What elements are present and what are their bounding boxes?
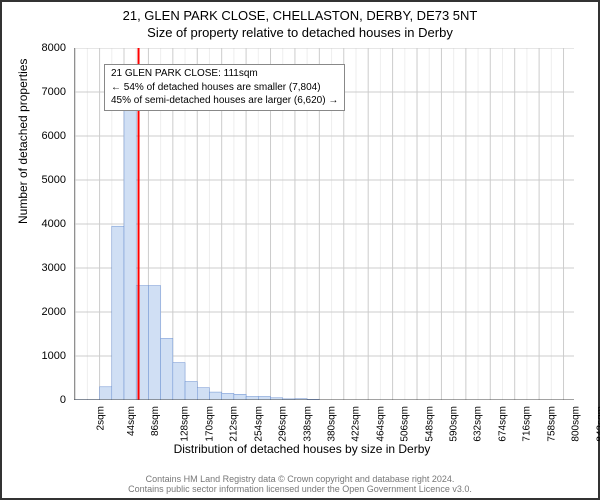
histogram-bar: [185, 382, 197, 400]
histogram-bar: [112, 226, 124, 400]
y-tick-label: 8000: [26, 42, 66, 54]
x-tick-label: 86sqm: [150, 406, 161, 436]
x-tick-label: 758sqm: [546, 406, 557, 442]
annotation-line-1: 21 GLEN PARK CLOSE: 111sqm: [111, 67, 338, 81]
annotation-box: 21 GLEN PARK CLOSE: 111sqm ← 54% of deta…: [104, 64, 345, 111]
y-tick-label: 4000: [26, 218, 66, 230]
x-tick-label: 800sqm: [571, 406, 582, 442]
histogram-bar: [222, 393, 234, 400]
y-tick-label: 6000: [26, 130, 66, 142]
y-tick-label: 5000: [26, 174, 66, 186]
x-tick-label: 506sqm: [400, 406, 411, 442]
x-tick-label: 128sqm: [180, 406, 191, 442]
x-tick-label: 632sqm: [473, 406, 484, 442]
x-axis-label: Distribution of detached houses by size …: [2, 442, 600, 456]
histogram-bar: [148, 286, 160, 400]
x-tick-label: 716sqm: [522, 406, 533, 442]
y-tick-label: 7000: [26, 86, 66, 98]
x-tick-label: 590sqm: [449, 406, 460, 442]
x-tick-label: 464sqm: [375, 406, 386, 442]
histogram-bar: [197, 388, 209, 400]
y-tick-label: 0: [26, 394, 66, 406]
histogram-bar: [246, 396, 258, 400]
histogram-bar: [258, 396, 270, 400]
x-tick-label: 548sqm: [424, 406, 435, 442]
annotation-line-3: 45% of semi-detached houses are larger (…: [111, 94, 338, 108]
x-tick-label: 170sqm: [204, 406, 215, 442]
y-tick-label: 3000: [26, 262, 66, 274]
x-tick-label: 296sqm: [278, 406, 289, 442]
histogram-bar: [124, 94, 136, 400]
x-tick-label: 212sqm: [229, 406, 240, 442]
x-tick-label: 422sqm: [351, 406, 362, 442]
histogram-bar: [100, 387, 112, 400]
attribution-text: Contains HM Land Registry data © Crown c…: [2, 474, 598, 494]
chart-title-main: 21, GLEN PARK CLOSE, CHELLASTON, DERBY, …: [2, 8, 598, 23]
attribution-line-1: Contains HM Land Registry data © Crown c…: [2, 474, 598, 484]
x-tick-label: 254sqm: [253, 406, 264, 442]
histogram-bar: [173, 363, 185, 400]
y-tick-label: 1000: [26, 350, 66, 362]
histogram-bar: [209, 392, 221, 400]
histogram-bar: [161, 338, 173, 400]
x-tick-label: 2sqm: [96, 406, 107, 430]
x-tick-label: 674sqm: [497, 406, 508, 442]
chart-container: 21, GLEN PARK CLOSE, CHELLASTON, DERBY, …: [0, 0, 600, 500]
y-tick-label: 2000: [26, 306, 66, 318]
x-tick-label: 44sqm: [126, 406, 137, 436]
histogram-bar: [234, 394, 246, 400]
x-tick-label: 338sqm: [302, 406, 313, 442]
x-tick-label: 842sqm: [595, 406, 600, 442]
chart-title-sub: Size of property relative to detached ho…: [2, 25, 598, 40]
attribution-line-2: Contains public sector information licen…: [2, 484, 598, 494]
x-tick-label: 380sqm: [327, 406, 338, 442]
annotation-line-2: ← 54% of detached houses are smaller (7,…: [111, 81, 338, 95]
